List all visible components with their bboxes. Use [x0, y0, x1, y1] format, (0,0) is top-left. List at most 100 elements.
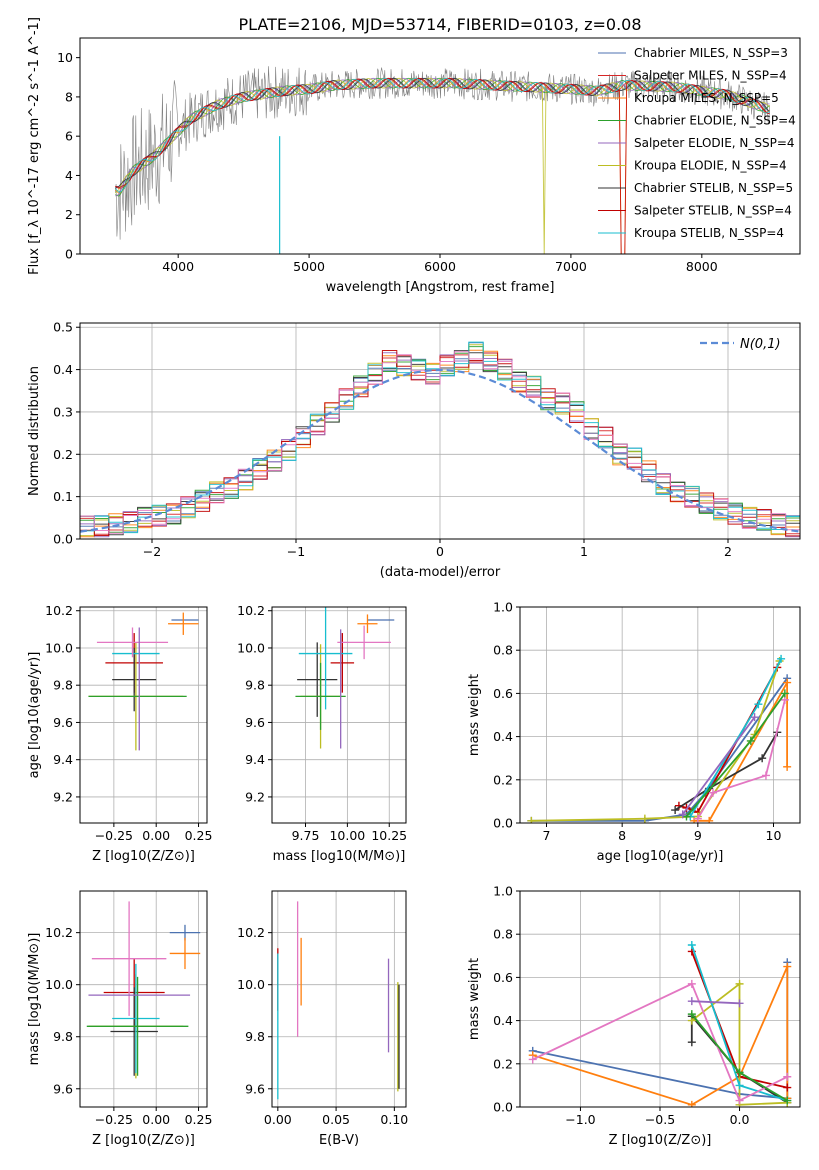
weight-line — [678, 667, 779, 814]
x-tick-label: 7000 — [555, 259, 587, 274]
plot-area — [88, 612, 199, 751]
y-axis-label: Normed distribution — [27, 366, 42, 496]
model-spectrum-line — [114, 77, 770, 254]
x-tick-label: 10 — [766, 828, 782, 843]
y-tick-label: 2 — [65, 207, 73, 222]
axes-frame — [79, 890, 208, 1108]
weight-line — [697, 699, 786, 820]
x-tick-label: −1.0 — [565, 1112, 595, 1127]
weight-marker — [754, 700, 763, 709]
y-tick-label: 9.6 — [245, 1081, 265, 1096]
legend-label: Kroupa STELIB, N_SSP=4 — [634, 226, 784, 240]
y-tick-label: 0.0 — [53, 532, 73, 547]
figure-title: PLATE=2106, MJD=53714, FIBERID=0103, z=0… — [238, 15, 641, 34]
x-axis-label: mass [log10(M/M⊙)] — [273, 849, 406, 864]
x-tick-label: −0.25 — [95, 1112, 133, 1127]
weight-marker — [687, 979, 696, 988]
plot-area — [80, 341, 800, 538]
x-tick-label: 8000 — [686, 259, 718, 274]
weight-marker — [687, 1100, 696, 1107]
panel-spectrum: 4000 5000 6000 7000 8000 0 2 4 6 8 10 wavelength [A… — [27, 17, 801, 295]
weight-marker — [735, 1096, 744, 1105]
weight-marker — [783, 1096, 792, 1105]
plot-area — [114, 66, 770, 254]
y-tick-label: 0.3 — [53, 404, 73, 419]
x-tick-label: −0.25 — [95, 828, 133, 843]
panel-residuals: N(0,1) −2 −1 0 1 2 0.0 0.1 0.2 0.3 0.4 0.5 (data-mod… — [27, 320, 801, 580]
y-tick-label: 0.8 — [493, 927, 513, 942]
legend-label: Kroupa ELODIE, N_SSP=4 — [634, 159, 787, 173]
y-tick-label: 4 — [65, 168, 73, 183]
panel-age-vs-mass: 9.75 10.00 10.25 9.2 9.4 9.6 9.8 10.0 10.2 mass [… — [237, 603, 407, 864]
y-tick-label: 0.4 — [53, 362, 73, 377]
y-tick-label: 0.2 — [493, 772, 513, 787]
x-axis-label: Z [log10(Z/Z⊙)] — [92, 1133, 195, 1148]
legend-label: Salpeter ELODIE, N_SSP=4 — [634, 136, 795, 150]
legend-gaussian-label: N(0,1) — [740, 337, 781, 352]
x-tick-label: 10.25 — [371, 828, 407, 843]
y-tick-label: 10.0 — [45, 640, 73, 655]
y-tick-label: 10 — [57, 50, 73, 65]
y-tick-label: 9.4 — [53, 752, 73, 767]
legend-label: Chabrier ELODIE, N_SSP=4 — [634, 114, 796, 128]
x-tick-label: −0.5 — [645, 1112, 675, 1127]
y-tick-label: 9.8 — [245, 1029, 265, 1044]
y-tick-label: 0.5 — [53, 320, 73, 335]
x-axis-label: E(B-V) — [319, 1133, 359, 1148]
gaussian-curve — [80, 368, 800, 533]
x-tick-label: −1 — [287, 544, 305, 559]
axes-frame — [79, 606, 208, 824]
plot-area — [527, 654, 792, 823]
y-tick-label: 0.4 — [493, 1013, 513, 1028]
y-tick-label: 0.4 — [493, 729, 513, 744]
y-tick-label: 1.0 — [493, 884, 513, 899]
y-tick-label: 10.2 — [237, 603, 265, 618]
weight-marker — [777, 654, 786, 663]
plot-area — [528, 941, 792, 1107]
weight-marker — [783, 962, 792, 971]
x-tick-label: 0.25 — [185, 1112, 213, 1127]
model-spectrum-line — [115, 77, 770, 197]
y-axis-label: mass weight — [467, 674, 482, 756]
x-tick-label: 5000 — [293, 259, 325, 274]
x-tick-label: 0.00 — [142, 828, 170, 843]
panel-mass-vs-Z: −0.25 0.00 0.25 9.6 9.8 10.0 10.2 Z [log10(Z/Z⊙… — [27, 890, 213, 1148]
x-tick-label: 9 — [694, 828, 702, 843]
y-tick-label: 9.4 — [245, 752, 265, 767]
legend-label: Salpeter MILES, N_SSP=4 — [634, 69, 787, 83]
x-tick-label: 9.75 — [292, 828, 320, 843]
y-tick-label: 8 — [65, 89, 73, 104]
x-tick-label: 0.00 — [264, 1112, 292, 1127]
weight-marker — [761, 771, 770, 780]
weight-marker — [750, 713, 759, 722]
y-tick-label: 1.0 — [493, 600, 513, 615]
y-tick-label: 9.2 — [53, 789, 73, 804]
x-axis-label: age [log10(age/yr)] — [597, 849, 724, 864]
x-tick-label: 1 — [580, 544, 588, 559]
y-tick-label: 0 — [65, 247, 73, 262]
x-tick-label: 0.00 — [142, 1112, 170, 1127]
axes-frame — [519, 606, 801, 824]
weight-marker — [746, 736, 755, 745]
weight-marker — [640, 814, 649, 823]
weight-marker — [687, 1010, 696, 1019]
weight-line — [691, 1000, 740, 1005]
axes-frame — [271, 606, 407, 824]
weight-marker — [527, 816, 536, 823]
weight-line — [694, 679, 788, 822]
y-tick-label: 0.8 — [493, 643, 513, 658]
x-tick-label: 0.0 — [730, 1112, 750, 1127]
weight-marker — [687, 997, 696, 1006]
weight-marker — [528, 1055, 537, 1064]
x-tick-label: 2 — [724, 544, 732, 559]
legend-label: Kroupa MILES, N_SSP=5 — [634, 91, 779, 105]
x-axis-label: Z [log10(Z/Z⊙)] — [609, 1133, 712, 1148]
x-tick-label: 8 — [618, 828, 626, 843]
y-tick-label: 6 — [65, 129, 73, 144]
y-axis-label: mass weight — [467, 958, 482, 1040]
y-tick-label: 9.8 — [245, 678, 265, 693]
y-tick-label: 10.2 — [237, 925, 265, 940]
panel-age-vs-Z: −0.25 0.00 0.25 9.2 9.4 9.6 9.8 10.0 10.2 Z [log1… — [27, 603, 212, 864]
weight-marker — [693, 814, 702, 823]
